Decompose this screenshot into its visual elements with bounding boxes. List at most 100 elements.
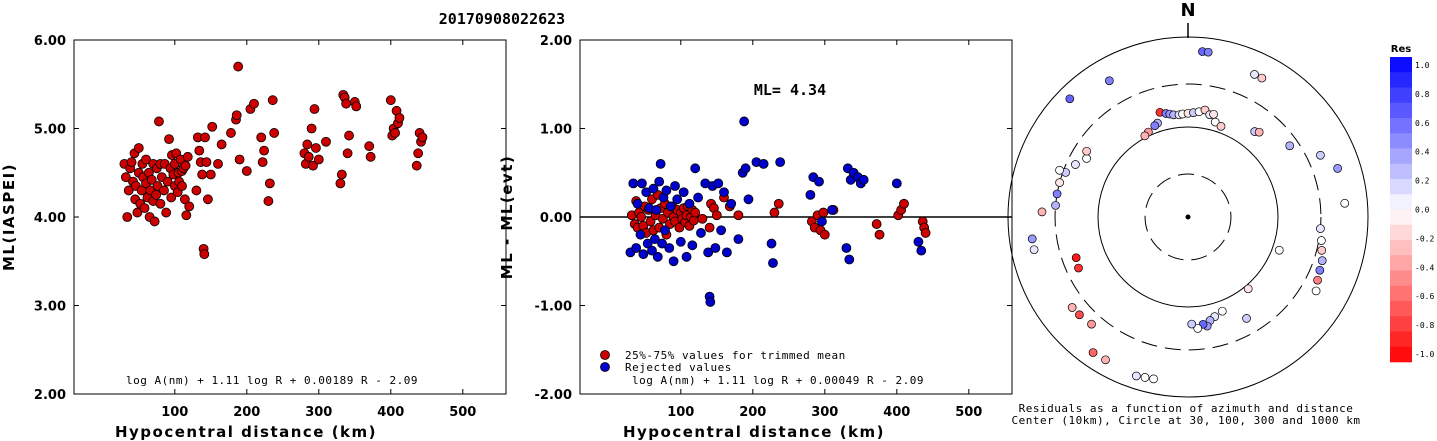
colorbar-cell <box>1390 301 1412 317</box>
data-point <box>638 249 649 260</box>
colorbar-title: Res <box>1391 44 1411 55</box>
station-point <box>1311 286 1321 296</box>
station-point <box>1088 348 1098 357</box>
data-point <box>182 151 193 162</box>
station-point <box>1074 263 1083 273</box>
data-point <box>632 198 643 209</box>
data-point <box>841 243 852 253</box>
colorbar-cell <box>1390 179 1412 195</box>
data-point <box>335 178 346 189</box>
data-point <box>180 160 191 171</box>
data-point <box>844 254 855 265</box>
data-point <box>768 258 778 268</box>
center-dot <box>1185 214 1191 220</box>
colorbar-cell <box>1390 87 1412 104</box>
y-axis-label: ML - ML(evt) <box>498 155 516 279</box>
y-tick-label: -2.00 <box>535 388 572 403</box>
station-point <box>1317 256 1327 265</box>
data-point <box>672 194 683 205</box>
colorbar-cell <box>1390 102 1412 119</box>
data-point <box>818 207 829 218</box>
colorbar-cell <box>1390 285 1412 302</box>
data-point <box>678 187 689 198</box>
data-points <box>625 116 931 307</box>
data-point <box>710 243 721 253</box>
colorbar-tick-label: -0.6 <box>1415 292 1434 301</box>
data-point <box>234 154 245 165</box>
station-point <box>1055 165 1064 175</box>
data-point <box>267 95 278 106</box>
colorbar-tick-label: 1.0 <box>1415 61 1430 70</box>
formula-label: log A(nm) + 1.11 log R + 0.00049 R - 2.0… <box>632 374 924 387</box>
colorbar-tick-label: 0.6 <box>1415 119 1430 128</box>
colorbar-tick-label: 0.8 <box>1415 90 1430 99</box>
data-point <box>213 158 223 169</box>
data-point <box>703 247 714 258</box>
data-point <box>385 95 396 106</box>
data-point <box>871 219 882 229</box>
data-point <box>733 234 744 245</box>
station-point <box>1071 160 1080 169</box>
x-tick-label: 300 <box>305 405 332 420</box>
distance-rings <box>1007 36 1369 398</box>
station-point <box>1071 253 1081 263</box>
colorbar-cell <box>1390 72 1412 88</box>
data-point <box>257 157 268 168</box>
data-point <box>177 181 187 191</box>
station-point <box>1082 146 1092 156</box>
station-point <box>1216 121 1226 131</box>
data-point <box>133 143 144 153</box>
data-point <box>394 112 405 123</box>
station-point <box>1203 47 1213 57</box>
station-point <box>1051 201 1060 210</box>
data-point <box>916 245 927 256</box>
data-point <box>259 145 269 156</box>
data-point <box>642 238 653 249</box>
data-point <box>899 198 909 209</box>
station-point <box>1340 198 1350 208</box>
data-point <box>690 163 701 174</box>
residual-vs-distance-chart: 100 200 300 400 500 -2.00 -1.00 0.00 1.00 2.00 ML… <box>498 34 1013 441</box>
data-point <box>670 181 680 191</box>
data-point <box>120 172 131 183</box>
distance-ring <box>1144 173 1232 261</box>
data-point <box>162 176 173 187</box>
station-point <box>1150 121 1160 131</box>
colorbar-cell <box>1390 346 1412 363</box>
distance-ring <box>1097 126 1279 308</box>
data-point <box>740 163 751 174</box>
station-point <box>1075 310 1084 320</box>
data-point <box>733 210 744 221</box>
data-point <box>241 166 252 176</box>
data-point <box>164 134 174 145</box>
data-point <box>713 178 724 189</box>
axes: 100 200 300 400 500 -2.00 -1.00 0.00 1.00 2.00 <box>535 34 1012 420</box>
data-point <box>766 238 777 249</box>
data-point <box>636 212 647 222</box>
data-point <box>660 225 670 236</box>
data-point <box>344 130 354 141</box>
data-point <box>179 194 190 205</box>
data-point <box>769 207 780 218</box>
data-point <box>696 228 706 238</box>
x-tick-label: 100 <box>161 405 188 420</box>
x-tick-label: 100 <box>667 405 694 420</box>
colorbar-tick-label: 0.0 <box>1415 206 1430 215</box>
north-label: N <box>1180 0 1195 21</box>
data-point <box>637 178 647 189</box>
data-point <box>263 196 274 206</box>
y-tick-label: 5.00 <box>34 123 66 138</box>
station-point <box>1242 314 1251 323</box>
data-point <box>336 169 347 180</box>
station-point <box>1065 94 1075 104</box>
colorbar-tick-label: 0.2 <box>1415 177 1430 186</box>
colorbar-cell <box>1390 255 1412 271</box>
x-axis-label: Hypocentral distance (km) <box>623 423 885 441</box>
data-point <box>364 141 375 152</box>
data-point <box>233 61 244 72</box>
data-point <box>631 243 642 253</box>
legend-marker-rejected <box>600 362 610 372</box>
data-point <box>146 174 157 185</box>
data-point <box>132 207 143 218</box>
station-point <box>1209 109 1218 119</box>
